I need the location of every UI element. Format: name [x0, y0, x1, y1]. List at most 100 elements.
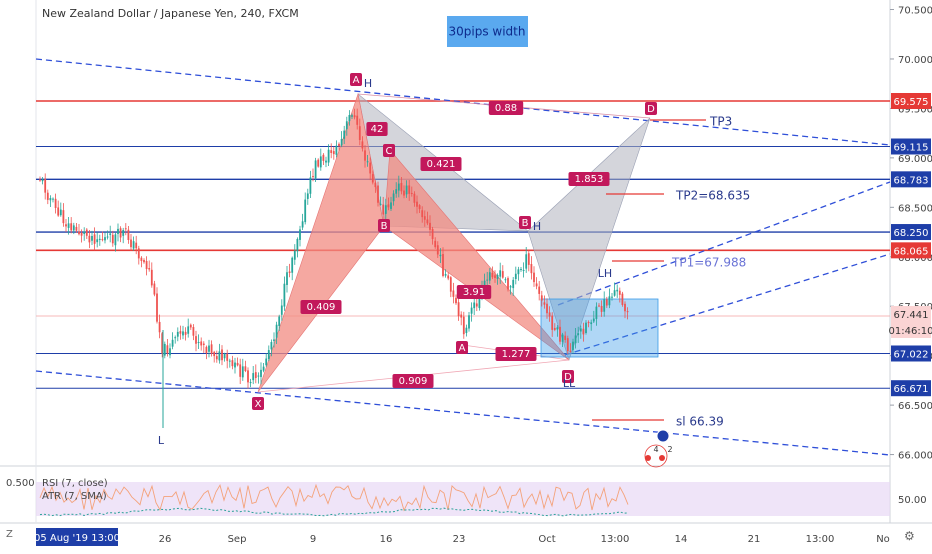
candle-body [382, 204, 385, 215]
candle-body [215, 356, 218, 360]
candle-body [605, 299, 608, 306]
price-tag-label: 68.065 [894, 246, 929, 257]
price-tick-label: 66.500 [898, 401, 932, 412]
target-zone-box [540, 298, 659, 358]
z-label[interactable]: Z [6, 529, 13, 540]
ratio-label: 0.909 [399, 376, 428, 387]
candle-body [174, 337, 177, 339]
candle-body [413, 193, 416, 203]
candle-body [408, 185, 411, 194]
candle-body [626, 311, 629, 313]
candle-body [52, 198, 54, 200]
ratio-label: 0.409 [307, 302, 336, 313]
candle-body [267, 350, 270, 360]
candle-body [330, 150, 333, 154]
ratio-label-bg [488, 101, 524, 115]
candle-body [83, 231, 86, 234]
candle-body [304, 199, 307, 223]
candle-body [78, 231, 80, 235]
price-tick-label: 66.000 [898, 451, 932, 462]
candle-body [223, 353, 226, 359]
candle-body [579, 328, 582, 332]
candle-body [192, 327, 195, 336]
candle-body [59, 209, 62, 216]
price-tag [891, 306, 931, 322]
candle-body [470, 307, 473, 314]
candle-body [611, 296, 613, 298]
candle-body [403, 190, 405, 196]
candle-body [369, 162, 372, 174]
candle-body [239, 364, 242, 377]
indicator-right-value: 50.00 [898, 495, 927, 506]
candle-body [418, 205, 421, 210]
ratio-label-bg [366, 122, 388, 136]
candle-body [280, 305, 283, 315]
candle-body [431, 228, 434, 240]
candle-body [187, 326, 190, 334]
price-tag [891, 138, 931, 155]
candle-body [462, 316, 465, 335]
price-tag-label: 68.783 [894, 175, 929, 186]
candle-body [301, 221, 304, 228]
price-tag [891, 345, 931, 362]
candle-body [288, 271, 291, 273]
candle-body [325, 160, 327, 163]
candle-body [202, 343, 205, 346]
candle-body [569, 350, 572, 352]
pattern-label: X [255, 399, 262, 410]
ratio-label: 42 [371, 124, 384, 135]
candle-body [247, 370, 249, 383]
candle-body [348, 115, 351, 122]
ratio-label-bg [300, 300, 342, 314]
gear-icon[interactable]: ⚙ [904, 529, 915, 543]
candle-body [421, 210, 424, 218]
channel-dashed-line-3 [564, 253, 891, 356]
atr-label: ATR (7, SMA) [42, 491, 107, 502]
time-tick-label: 16 [380, 534, 393, 545]
candle-body [179, 331, 182, 334]
candle-body [460, 314, 463, 318]
candle-body [309, 177, 312, 194]
candle-body [517, 269, 520, 275]
candle-body [452, 290, 455, 297]
candle-body [468, 315, 470, 329]
price-tag-label: 67.022 [894, 349, 929, 360]
candle-body [486, 279, 489, 281]
event-dot-icon [659, 455, 665, 461]
candle-body [119, 228, 122, 238]
candle-body [117, 228, 119, 234]
price-tag [891, 242, 931, 259]
candle-body [169, 348, 171, 356]
candle-body [494, 275, 496, 278]
candle-body [587, 322, 590, 324]
candle-body [595, 306, 598, 319]
price-tag-label: 69.115 [894, 142, 929, 153]
candle-body [582, 328, 585, 335]
candle-body [548, 312, 551, 317]
candle-body [226, 353, 229, 361]
ratio-label-bg [420, 157, 462, 171]
candle-body [184, 331, 187, 335]
candle-body [234, 362, 236, 368]
candle-body [546, 303, 548, 314]
candle-body [527, 253, 530, 265]
candle-body [265, 358, 268, 366]
pattern-label-bg [350, 73, 362, 86]
candle-body [400, 182, 403, 192]
candle-body [475, 303, 478, 307]
candle-body [538, 286, 541, 294]
candle-body [44, 178, 47, 193]
candle-body [322, 154, 325, 161]
candle-body [46, 192, 49, 200]
price-tag [891, 93, 931, 109]
candle-body [91, 235, 93, 241]
candle-body [293, 250, 296, 260]
rsi-label: RSI (7, close) [42, 478, 108, 489]
pattern-label-bg [252, 397, 264, 410]
candle-body [262, 366, 265, 371]
candle-body [345, 121, 348, 130]
candle-body [561, 334, 564, 342]
candle-body [603, 299, 606, 312]
